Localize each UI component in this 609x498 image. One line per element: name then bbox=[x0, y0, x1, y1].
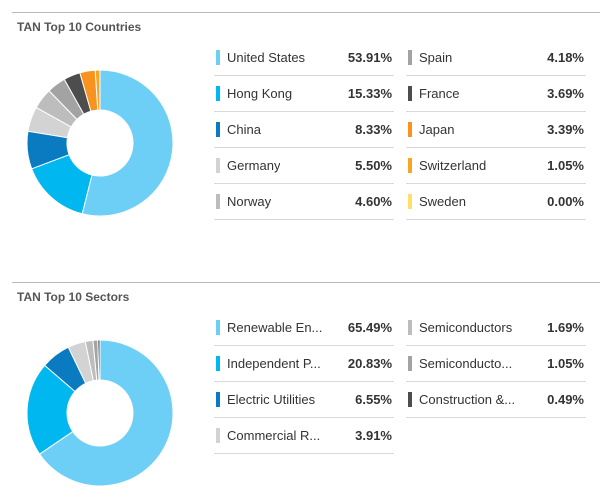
legend-swatch bbox=[408, 392, 412, 407]
legend-label: United States bbox=[227, 50, 306, 65]
legend-label: Renewable En... bbox=[227, 320, 323, 335]
legend-label: Construction &... bbox=[419, 392, 516, 407]
slice-construction bbox=[97, 339, 101, 381]
legend-item-renewable-en: Renewable En... 65.49% bbox=[214, 310, 394, 346]
legend-label: Spain bbox=[419, 50, 453, 65]
legend-swatch bbox=[216, 158, 220, 173]
legend-swatch bbox=[408, 122, 412, 137]
sectors-donut-chart bbox=[26, 339, 174, 487]
legend-value: 5.50% bbox=[355, 158, 392, 173]
legend-swatch bbox=[216, 428, 220, 443]
legend-swatch bbox=[216, 320, 220, 335]
legend-item-semiconducto: Semiconducto... 1.05% bbox=[406, 346, 586, 382]
legend-label: Independent P... bbox=[227, 356, 321, 371]
legend-item-sweden: Sweden 0.00% bbox=[406, 184, 586, 220]
legend-swatch bbox=[408, 194, 412, 209]
legend-item-united-states: United States 53.91% bbox=[214, 40, 394, 76]
legend-item-electric-utilities: Electric Utilities 6.55% bbox=[214, 382, 394, 418]
legend-item-japan: Japan 3.39% bbox=[406, 112, 586, 148]
countries-donut-chart bbox=[26, 69, 174, 217]
legend-label: China bbox=[227, 122, 261, 137]
countries-chart-title: TAN Top 10 Countries bbox=[17, 20, 142, 34]
legend-swatch bbox=[216, 86, 220, 101]
legend-item-france: France 3.69% bbox=[406, 76, 586, 112]
legend-value: 53.91% bbox=[347, 50, 392, 65]
legend-item-construction: Construction &... 0.49% bbox=[406, 382, 586, 418]
legend-label: Commercial R... bbox=[227, 428, 321, 443]
legend-label: Germany bbox=[227, 158, 281, 173]
legend-value: 4.60% bbox=[355, 194, 392, 209]
legend-item-spain: Spain 4.18% bbox=[406, 40, 586, 76]
legend-label: Electric Utilities bbox=[227, 392, 316, 407]
legend-swatch bbox=[408, 320, 412, 335]
legend-value: 0.49% bbox=[547, 392, 584, 407]
legend-label: Norway bbox=[227, 194, 272, 209]
countries-legend-right: Spain 4.18% France 3.69% Japan 3.39% Switzerla… bbox=[406, 40, 586, 220]
legend-swatch bbox=[408, 86, 412, 101]
legend-value: 3.91% bbox=[355, 428, 392, 443]
slice-renewable-en bbox=[38, 339, 174, 487]
slice-united-states bbox=[81, 69, 174, 217]
legend-value: 3.69% bbox=[547, 86, 584, 101]
legend-swatch bbox=[216, 122, 220, 137]
slice-switzerland bbox=[94, 69, 101, 111]
legend-label: Switzerland bbox=[419, 158, 487, 173]
legend-swatch bbox=[216, 392, 220, 407]
legend-value: 15.33% bbox=[347, 86, 392, 101]
legend-label: Hong Kong bbox=[227, 86, 293, 101]
legend-item-independent-p: Independent P... 20.83% bbox=[214, 346, 394, 382]
legend-item-commercial-r: Commercial R... 3.91% bbox=[214, 418, 394, 454]
legend-swatch bbox=[216, 50, 220, 65]
legend-value: 65.49% bbox=[347, 320, 392, 335]
legend-value: 20.83% bbox=[347, 356, 392, 371]
countries-legend-left: United States 53.91% Hong Kong 15.33% China 8… bbox=[214, 40, 394, 220]
legend-value: 3.39% bbox=[547, 122, 584, 137]
legend-value: 6.55% bbox=[355, 392, 392, 407]
legend-item-china: China 8.33% bbox=[214, 112, 394, 148]
legend-item-switzerland: Switzerland 1.05% bbox=[406, 148, 586, 184]
section-divider-countries bbox=[12, 12, 600, 13]
legend-item-germany: Germany 5.50% bbox=[214, 148, 394, 184]
legend-value: 0.00% bbox=[547, 194, 584, 209]
legend-value: 8.33% bbox=[355, 122, 392, 137]
legend-label: France bbox=[419, 86, 460, 101]
legend-item-hong-kong: Hong Kong 15.33% bbox=[214, 76, 394, 112]
sectors-legend-right: Semiconductors 1.69% Semiconducto... 1.05% C… bbox=[406, 310, 586, 418]
legend-item-semiconductors: Semiconductors 1.69% bbox=[406, 310, 586, 346]
legend-swatch bbox=[408, 356, 412, 371]
legend-label: Semiconductors bbox=[419, 320, 513, 335]
legend-label: Japan bbox=[419, 122, 455, 137]
sectors-legend-left: Renewable En... 65.49% Independent P... 20.… bbox=[214, 310, 394, 454]
legend-swatch bbox=[216, 356, 220, 371]
legend-swatch bbox=[408, 158, 412, 173]
legend-swatch bbox=[216, 194, 220, 209]
section-divider-sectors bbox=[12, 282, 600, 283]
legend-value: 1.69% bbox=[547, 320, 584, 335]
sectors-chart-title: TAN Top 10 Sectors bbox=[17, 290, 130, 304]
legend-label: Semiconducto... bbox=[419, 356, 513, 371]
legend-label: Sweden bbox=[419, 194, 466, 209]
legend-value: 1.05% bbox=[547, 356, 584, 371]
legend-value: 1.05% bbox=[547, 158, 584, 173]
legend-value: 4.18% bbox=[547, 50, 584, 65]
legend-swatch bbox=[408, 50, 412, 65]
legend-item-norway: Norway 4.60% bbox=[214, 184, 394, 220]
